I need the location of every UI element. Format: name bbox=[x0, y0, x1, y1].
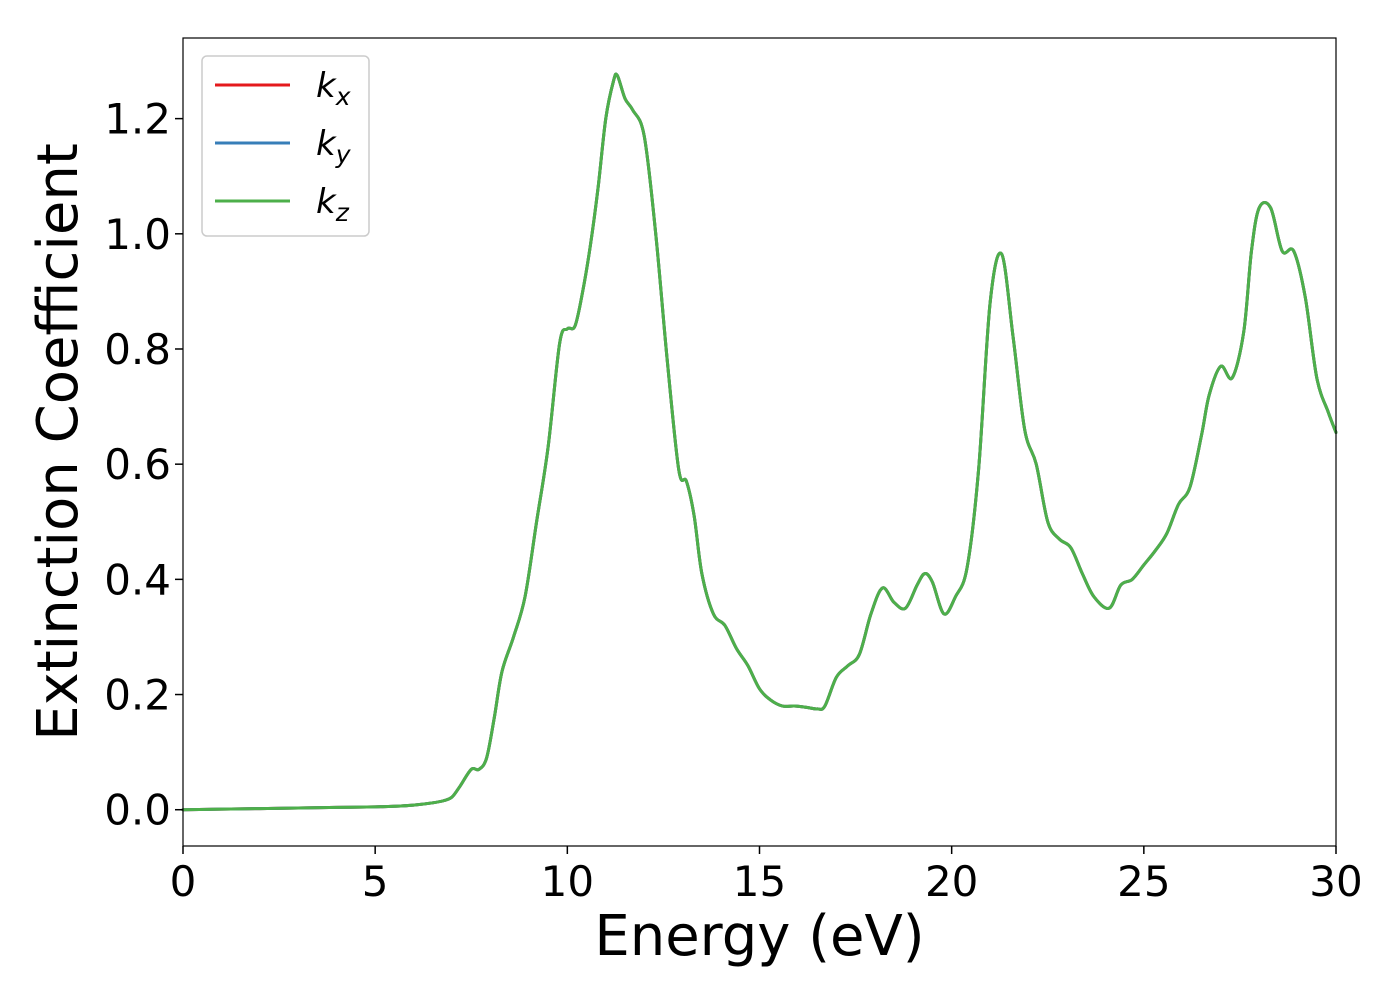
y-tick-label: 0.4 bbox=[104, 555, 171, 604]
x-tick-label: 5 bbox=[362, 857, 389, 906]
y-tick-label: 0.2 bbox=[104, 671, 171, 720]
legend-frame bbox=[201, 55, 370, 237]
y-axis-title: Extinction Coefficient bbox=[26, 143, 91, 741]
series-line-kz bbox=[181, 72, 1338, 812]
x-tick-label: 15 bbox=[733, 857, 786, 906]
x-tick-label: 10 bbox=[541, 857, 594, 906]
y-tick-label: 1.2 bbox=[104, 95, 171, 144]
legend-label-kz: kz bbox=[316, 182, 350, 227]
y-tick-label: 1.0 bbox=[104, 210, 171, 259]
y-tick-label: 0.8 bbox=[104, 325, 171, 374]
x-tick-label: 30 bbox=[1309, 857, 1362, 906]
legend: kx ky kz bbox=[201, 55, 370, 237]
x-tick-label: 0 bbox=[170, 857, 197, 906]
x-tick-label: 20 bbox=[925, 857, 978, 906]
y-tick-label: 0.0 bbox=[104, 786, 171, 835]
plot-background bbox=[183, 38, 1336, 846]
legend-label-kx: kx bbox=[316, 66, 351, 111]
x-axis-title: Energy (eV) bbox=[594, 904, 924, 969]
legend-label-ky: ky bbox=[316, 124, 352, 169]
x-axis-ticks: 0 5 10 15 20 25 30 bbox=[170, 846, 1363, 906]
y-tick-label: 0.6 bbox=[104, 440, 171, 489]
y-axis-ticks: 0.0 0.2 0.4 0.6 0.8 1.0 1.2 bbox=[104, 95, 183, 835]
x-tick-label: 25 bbox=[1117, 857, 1170, 906]
series-layer bbox=[181, 72, 1338, 812]
